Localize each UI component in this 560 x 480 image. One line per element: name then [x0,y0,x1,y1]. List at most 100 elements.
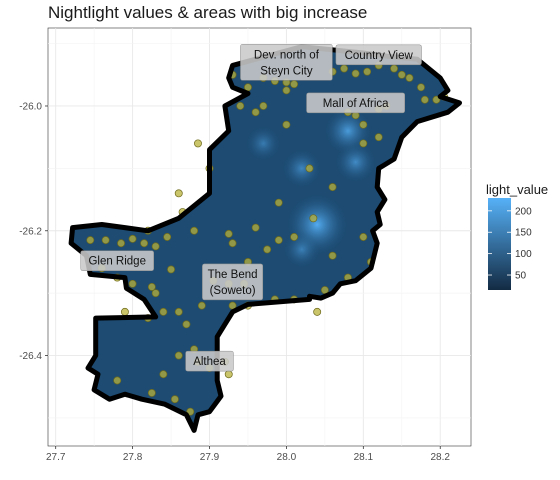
increase-point [359,120,368,129]
light-glows [246,107,376,268]
annotation-text: Dev. north of [254,49,320,61]
chart-title: Nightlight values & areas with big incre… [48,3,368,22]
x-tick-label: 27.7 [46,452,66,463]
increase-point [128,279,137,288]
light-glow [246,126,281,161]
annotation-label: Glen Ridge [80,250,154,271]
increase-point [190,226,199,235]
increase-point [274,236,283,245]
increase-point [313,307,322,316]
increase-point [113,376,122,385]
increase-point [263,245,272,254]
increase-point [417,83,425,92]
increase-point [224,370,233,379]
x-tick-label: 28.2 [431,452,451,463]
increase-point [147,282,156,291]
increase-point [182,320,191,329]
annotation-label: The Bend (Soweto) [202,263,264,301]
increase-point [420,95,429,104]
y-tick-label: -26.4 [19,351,42,362]
colorbar-label: 150 [515,228,532,239]
increase-point [120,307,129,316]
increase-point [101,236,110,245]
increase-point [228,239,237,248]
y-tick-label: -26.2 [19,226,42,237]
increase-point [340,64,349,73]
increase-point [390,64,399,73]
increase-point [282,86,291,95]
increase-point [309,214,318,223]
increase-point [163,233,172,241]
increase-point [351,69,360,78]
increase-point [197,301,206,310]
colorbar-label: 200 [515,206,532,217]
increase-point [274,198,283,207]
increase-point [374,133,383,142]
annotation-text: Glen Ridge [88,256,146,268]
increase-point [128,234,137,243]
annotation-box [202,263,264,301]
annotation-label: Country View [335,44,422,66]
increase-point [151,242,160,251]
increase-point [290,80,299,89]
light-glow [283,231,320,268]
increase-point [320,286,329,294]
increase-point [405,73,414,82]
legend-title: light_value [486,182,549,197]
annotation-text: (Soweto) [210,285,256,297]
light-glow [324,107,371,154]
annotation-box [185,350,234,372]
increase-point [363,67,372,76]
increase-point [194,139,202,148]
increase-point [397,70,406,79]
increase-point [174,189,183,198]
increase-point [328,251,337,260]
colorbar [488,198,511,290]
legend-colorbar: 50 100 150 200 [488,198,532,290]
increase-point [328,183,337,192]
annotation-box [335,44,422,66]
x-tick-label: 27.8 [123,452,143,463]
annotation-box [80,250,154,271]
increase-point [147,389,156,397]
annotation-text: Steyn City [260,65,313,77]
annotation-text: Country View [345,50,414,62]
x-tick-label: 28.1 [354,452,374,463]
colorbar-label: 50 [515,271,527,282]
increase-point [251,108,260,117]
y-tick-label: -26.0 [19,101,42,112]
increase-point [359,139,368,148]
annotations: Dev. north of Steyn City Country View Mall … [80,44,422,372]
increase-point [174,351,183,360]
x-tick-label: 27.9 [200,452,220,463]
increase-point [159,307,168,316]
legend: light_value [486,182,548,197]
increase-point [167,265,176,274]
axes: 27.7 27.8 27.9 28.0 28.1 28.2 -26.0 -26.2 -26.4 [19,101,450,463]
colorbar-label: 100 [515,249,532,260]
annotation-label: Mall of Africa [306,92,405,114]
increase-point [159,370,168,379]
increase-point [170,395,179,404]
annotation-text: Mall of Africa [323,98,389,110]
increase-point [236,102,245,110]
increase-point [86,236,95,245]
annotation-box [240,44,333,81]
annotation-label: Dev. north of Steyn City [240,44,333,81]
increase-point [117,239,126,248]
increase-point [140,239,149,248]
increase-point [359,233,368,241]
increase-point [251,223,260,232]
increase-point [290,233,299,241]
increase-point [151,289,160,298]
increase-point [224,229,233,238]
annotation-text: The Bend [208,269,258,281]
annotation-label: Althea [185,350,234,372]
annotation-box [306,92,405,114]
annotation-text: Althea [193,356,226,368]
light-glow [282,149,321,188]
light-glow [335,142,376,183]
x-tick-label: 28.0 [277,452,297,463]
increase-point [305,164,314,173]
